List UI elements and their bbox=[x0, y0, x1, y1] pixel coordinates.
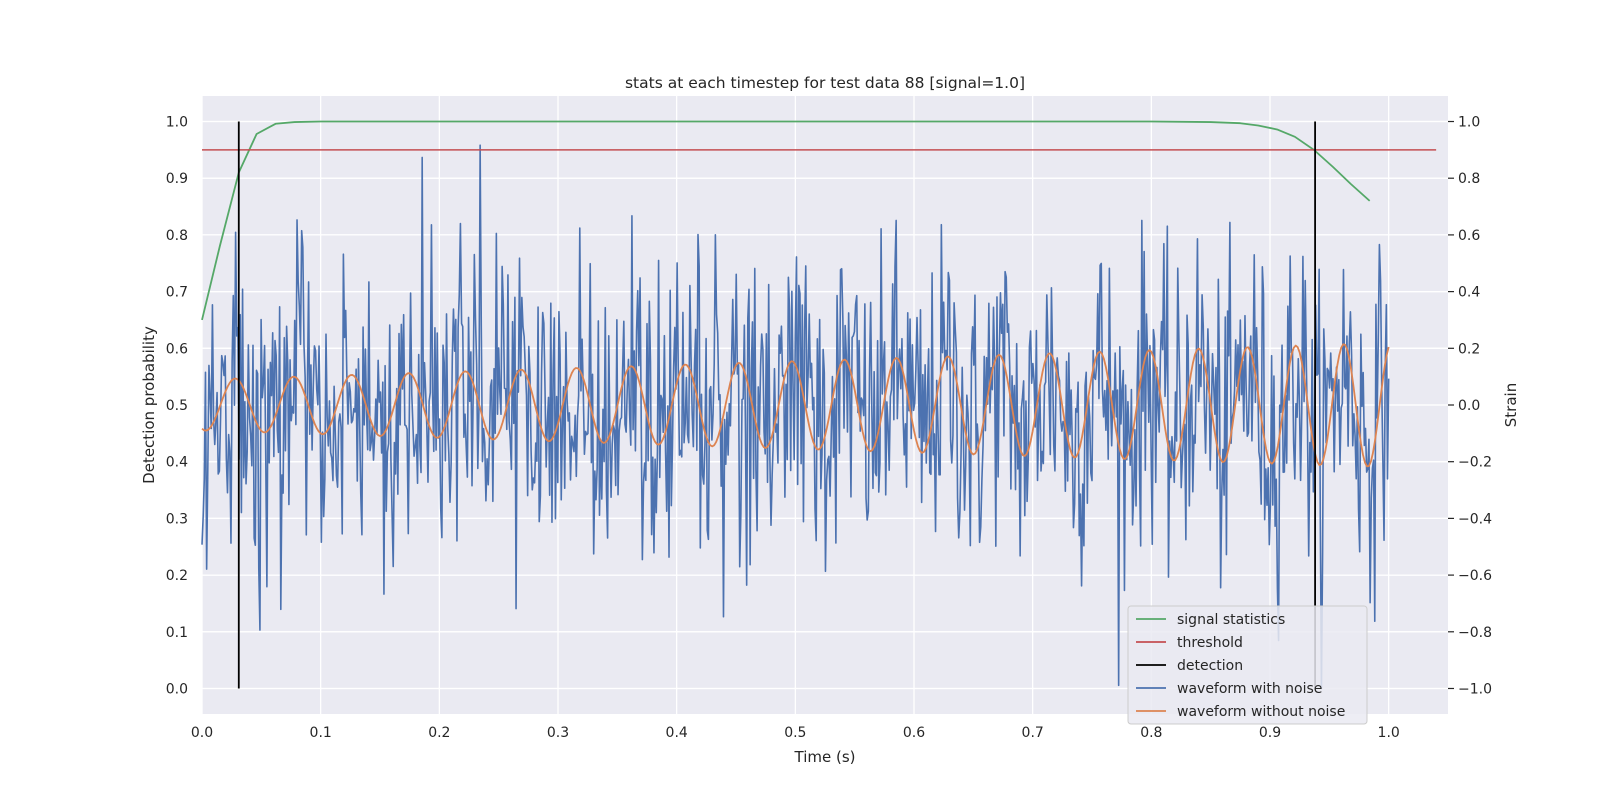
y-right-tick-label: 0.4 bbox=[1458, 285, 1480, 301]
x-tick-label: 0.7 bbox=[1022, 725, 1044, 741]
x-tick-label: 1.0 bbox=[1378, 725, 1400, 741]
legend-box bbox=[1127, 605, 1368, 725]
legend-label-waveform-with-noise: waveform with noise bbox=[1177, 681, 1322, 697]
y-left-tick-label: 0.7 bbox=[166, 285, 188, 301]
x-tick-label: 0.0 bbox=[191, 725, 213, 741]
legend: signal statistics threshold detection wa… bbox=[1127, 605, 1368, 725]
y-left-tick-label: 0.5 bbox=[166, 398, 188, 414]
legend-label-signal-statistics: signal statistics bbox=[1177, 612, 1285, 628]
y-left-tick-label: 0.3 bbox=[166, 511, 188, 527]
y-right-axis-ticks: −1.0 −0.8 −0.6 −0.4 −0.2 0.0 0.2 0.4 0.6 0.8 1.0 bbox=[1448, 115, 1492, 697]
y-left-axis-label: Detection probability bbox=[140, 326, 158, 484]
waveform-without-noise-line bbox=[201, 343, 1390, 468]
x-axis-ticks: 0.0 0.1 0.2 0.3 0.4 0.5 0.6 0.7 0.8 0.9 1.0 bbox=[191, 725, 1400, 741]
legend-label-threshold: threshold bbox=[1177, 635, 1243, 651]
y-left-tick-label: 0.4 bbox=[166, 455, 188, 471]
x-tick-label: 0.9 bbox=[1259, 725, 1281, 741]
y-right-tick-label: −0.4 bbox=[1458, 511, 1492, 527]
x-tick-label: 0.5 bbox=[784, 725, 806, 741]
x-tick-label: 0.8 bbox=[1140, 725, 1162, 741]
y-right-tick-label: −0.8 bbox=[1458, 625, 1492, 641]
legend-label-detection: detection bbox=[1177, 658, 1243, 674]
y-left-tick-label: 0.0 bbox=[166, 681, 188, 697]
y-left-axis-ticks: 0.0 0.1 0.2 0.3 0.4 0.5 0.6 0.7 0.8 0.9 1.0 bbox=[166, 115, 188, 698]
y-right-tick-label: 0.6 bbox=[1458, 228, 1480, 244]
signal-statistics-series bbox=[201, 120, 1371, 321]
y-right-tick-label: −0.6 bbox=[1458, 568, 1492, 584]
signal-statistics-line bbox=[201, 120, 1371, 321]
x-axis-label: Time (s) bbox=[794, 748, 856, 766]
waveform-without-noise-series bbox=[201, 343, 1390, 468]
y-right-tick-label: −1.0 bbox=[1458, 681, 1492, 697]
x-tick-label: 0.3 bbox=[547, 725, 569, 741]
x-tick-label: 0.6 bbox=[903, 725, 925, 741]
y-left-tick-label: 1.0 bbox=[166, 115, 188, 131]
y-left-tick-label: 0.2 bbox=[166, 568, 188, 584]
y-left-tick-label: 0.9 bbox=[166, 171, 188, 187]
y-right-tick-label: 1.0 bbox=[1458, 115, 1480, 131]
waveform-with-noise-line bbox=[201, 144, 1390, 690]
y-left-tick-label: 0.1 bbox=[166, 625, 188, 641]
y-left-tick-label: 0.6 bbox=[166, 341, 188, 357]
detection-series bbox=[237, 121, 1316, 689]
y-right-tick-label: 0.8 bbox=[1458, 171, 1480, 187]
y-right-tick-label: −0.2 bbox=[1458, 455, 1492, 471]
chart-title: stats at each timestep for test data 88 … bbox=[625, 74, 1025, 92]
x-tick-label: 0.2 bbox=[428, 725, 450, 741]
legend-label-waveform-without-noise: waveform without noise bbox=[1177, 704, 1345, 720]
y-right-tick-label: 0.0 bbox=[1458, 398, 1480, 414]
x-tick-label: 0.1 bbox=[310, 725, 332, 741]
y-right-tick-label: 0.2 bbox=[1458, 341, 1480, 357]
waveform-with-noise-series bbox=[201, 144, 1390, 690]
y-right-axis-label: Strain bbox=[1502, 383, 1520, 427]
x-tick-label: 0.4 bbox=[666, 725, 688, 741]
y-left-tick-label: 0.8 bbox=[166, 228, 188, 244]
